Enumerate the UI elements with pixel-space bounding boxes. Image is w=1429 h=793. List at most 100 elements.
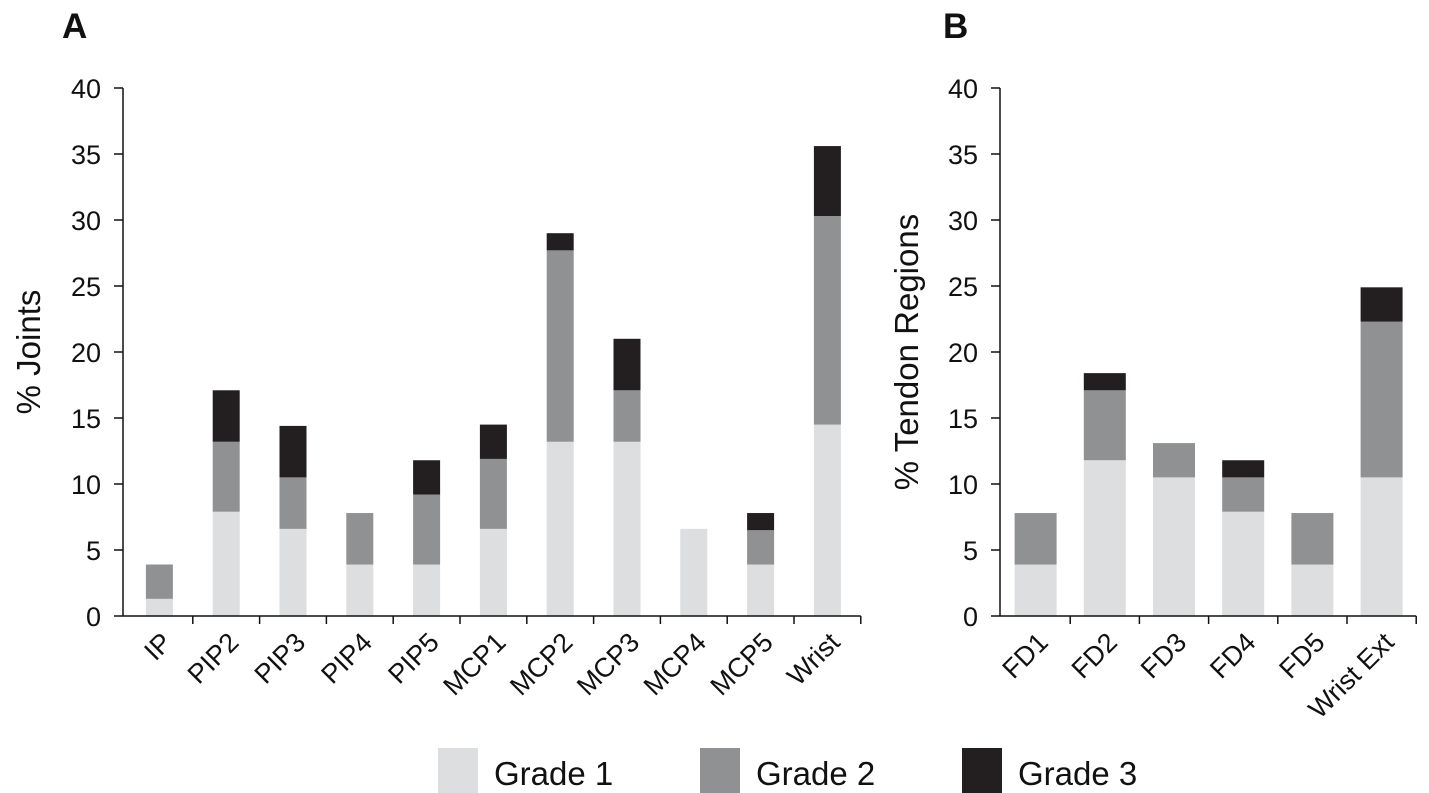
panel-a-x-tick-label-wrist: Wrist bbox=[781, 627, 846, 692]
legend: Grade 1 Grade 2 Grade 3 bbox=[438, 748, 1137, 793]
legend-label-grade-3: Grade 3 bbox=[1018, 755, 1137, 792]
panel-a-bar-pip5-grade-2 bbox=[413, 494, 441, 565]
panel-a-bar-mcp5-grade-3 bbox=[747, 513, 775, 531]
panel-a-bar-pip2-grade-3 bbox=[212, 390, 240, 442]
panel-a-bar-mcp2-grade-1 bbox=[546, 441, 574, 616]
panel-a-bar-pip3-grade-3 bbox=[279, 425, 307, 478]
panel-a-y-tick-label: 30 bbox=[71, 206, 101, 236]
panel-a-x-tick-label-pip3: PIP3 bbox=[249, 627, 312, 690]
panel-a-bar-mcp1-grade-2 bbox=[479, 458, 507, 529]
panel-a-x-tick-label-mcp5: MCP5 bbox=[705, 627, 779, 701]
panel-b-bar-wrist-ext-grade-1 bbox=[1360, 477, 1403, 616]
panel-a-x-tick-label-ip: IP bbox=[138, 627, 177, 666]
panel-b-bar-fd2-grade-1 bbox=[1083, 460, 1126, 616]
panel-b-y-tick-label: 15 bbox=[948, 404, 978, 434]
panel-b-bar-fd3-grade-2 bbox=[1153, 443, 1195, 478]
panel-b-axes bbox=[991, 87, 1417, 624]
panel-b-x-tick-label-fd4: FD4 bbox=[1204, 627, 1261, 684]
panel-a-y-tick-label: 15 bbox=[71, 404, 101, 434]
panel-b-bar-fd1-grade-2 bbox=[1014, 513, 1057, 565]
panel-b-bar-fd4-grade-1 bbox=[1222, 511, 1265, 616]
panel-b-bar-fd5-grade-2 bbox=[1291, 513, 1334, 565]
panel-a-x-tick-label-mcp3: MCP3 bbox=[571, 627, 645, 701]
panel-a-bars bbox=[145, 146, 841, 616]
panel-a-bar-pip5-grade-3 bbox=[413, 460, 441, 495]
panel-b-x-tick-label-fd5: FD5 bbox=[1273, 627, 1330, 684]
panel-a-x-tick-label-mcp2: MCP2 bbox=[504, 627, 578, 701]
panel-a-y-tick-label: 35 bbox=[71, 140, 101, 170]
panel-b-y-tick-label: 10 bbox=[948, 470, 978, 500]
panel-b-y-tick-label: 35 bbox=[948, 140, 978, 170]
panel-a-axes bbox=[114, 87, 862, 624]
panel-a-letter: A bbox=[62, 7, 87, 46]
panel-a-bar-ip-grade-1 bbox=[145, 598, 173, 616]
panel-a-bar-pip4-grade-2 bbox=[346, 513, 374, 565]
panel-a-bar-mcp2-grade-3 bbox=[546, 233, 574, 251]
panel-b-y-tick-label: 30 bbox=[948, 206, 978, 236]
panel-a-bar-pip2-grade-1 bbox=[212, 511, 240, 616]
panel-b-bar-fd4-grade-2 bbox=[1222, 477, 1265, 512]
panel-b-y-axis-title: % Tendon Regions bbox=[888, 214, 925, 490]
panel-b-bar-wrist-ext-grade-3 bbox=[1360, 287, 1403, 322]
panel-b-x-tick-label-fd2: FD2 bbox=[1066, 627, 1123, 684]
legend-label-grade-1: Grade 1 bbox=[494, 755, 613, 792]
panel-a-bar-mcp5-grade-1 bbox=[747, 564, 775, 616]
panel-b-bar-fd3-grade-1 bbox=[1153, 477, 1195, 616]
panel-a-bar-mcp3-grade-3 bbox=[613, 338, 641, 391]
panel-a-y-tick-label: 5 bbox=[86, 536, 101, 566]
panel-a-bar-mcp3-grade-2 bbox=[613, 390, 641, 442]
panel-a-x-tick-label-pip2: PIP2 bbox=[182, 627, 245, 690]
legend-swatch-grade-1 bbox=[438, 748, 478, 793]
panel-b-bar-fd4-grade-3 bbox=[1222, 460, 1265, 478]
panel-a-bar-pip4-grade-1 bbox=[346, 564, 374, 616]
panel-b-bar-fd5-grade-1 bbox=[1291, 564, 1334, 616]
panel-b-y-tick-label: 5 bbox=[963, 536, 978, 566]
panel-b-y-tick-label: 40 bbox=[948, 74, 978, 104]
panel-b-y-tick-labels: 0 5 10 15 20 25 30 35 40 bbox=[948, 74, 978, 632]
panel-a-bar-pip5-grade-1 bbox=[413, 564, 441, 616]
panel-a-y-tick-label: 40 bbox=[71, 74, 101, 104]
panel-b-y-tick-label: 20 bbox=[948, 338, 978, 368]
panel-a-bar-wrist-grade-3 bbox=[813, 146, 841, 217]
panel-a-x-tick-label-pip5: PIP5 bbox=[382, 627, 445, 690]
panel-a-y-tick-label: 0 bbox=[86, 602, 101, 632]
panel-a-y-tick-label: 25 bbox=[71, 272, 101, 302]
panel-b-x-tick-label-fd1: FD1 bbox=[997, 627, 1054, 684]
panel-a-bar-pip2-grade-2 bbox=[212, 441, 240, 512]
legend-swatch-grade-2 bbox=[700, 748, 740, 793]
legend-label-grade-2: Grade 2 bbox=[756, 755, 875, 792]
panel-a-x-tick-label-pip4: PIP4 bbox=[315, 627, 378, 690]
panel-a-bar-ip-grade-2 bbox=[145, 564, 173, 599]
panel-a-bar-mcp4-grade-1 bbox=[680, 528, 708, 616]
panel-b-y-tick-label: 25 bbox=[948, 272, 978, 302]
panel-b-x-tick-label-fd3: FD3 bbox=[1135, 627, 1192, 684]
panel-b-bars bbox=[1014, 287, 1403, 616]
panel-a-x-tick-label-mcp4: MCP4 bbox=[638, 627, 712, 701]
panel-b-bar-wrist-ext-grade-2 bbox=[1360, 321, 1403, 478]
panel-b-y-tick-label: 0 bbox=[963, 602, 978, 632]
panel-a-y-axis-title: % Joints bbox=[10, 290, 47, 415]
panel-a-bar-mcp5-grade-2 bbox=[747, 530, 775, 565]
panel-a-y-tick-label: 20 bbox=[71, 338, 101, 368]
panel-b-bar-fd2-grade-2 bbox=[1083, 390, 1126, 461]
panel-b-bar-fd1-grade-1 bbox=[1014, 564, 1057, 616]
panel-a-bar-wrist-grade-1 bbox=[813, 424, 841, 616]
panel-a-y-tick-label: 10 bbox=[71, 470, 101, 500]
panel-a-bar-mcp1-grade-3 bbox=[479, 424, 507, 459]
panel-a-bar-wrist-grade-2 bbox=[813, 216, 841, 425]
panel-a-bar-pip3-grade-1 bbox=[279, 528, 307, 616]
panel-a-bar-mcp2-grade-2 bbox=[546, 250, 574, 442]
panel-a-bar-pip3-grade-2 bbox=[279, 477, 307, 529]
panel-a-bar-mcp1-grade-1 bbox=[479, 528, 507, 616]
panel-a-x-tick-label-mcp1: MCP1 bbox=[437, 627, 511, 701]
panel-b-bar-fd2-grade-3 bbox=[1083, 373, 1126, 391]
legend-swatch-grade-3 bbox=[962, 748, 1002, 793]
panel-b-letter: B bbox=[943, 7, 968, 46]
panel-a-bar-mcp3-grade-1 bbox=[613, 441, 641, 616]
panel-a-y-tick-labels: 0 5 10 15 20 25 30 35 40 bbox=[71, 74, 101, 632]
